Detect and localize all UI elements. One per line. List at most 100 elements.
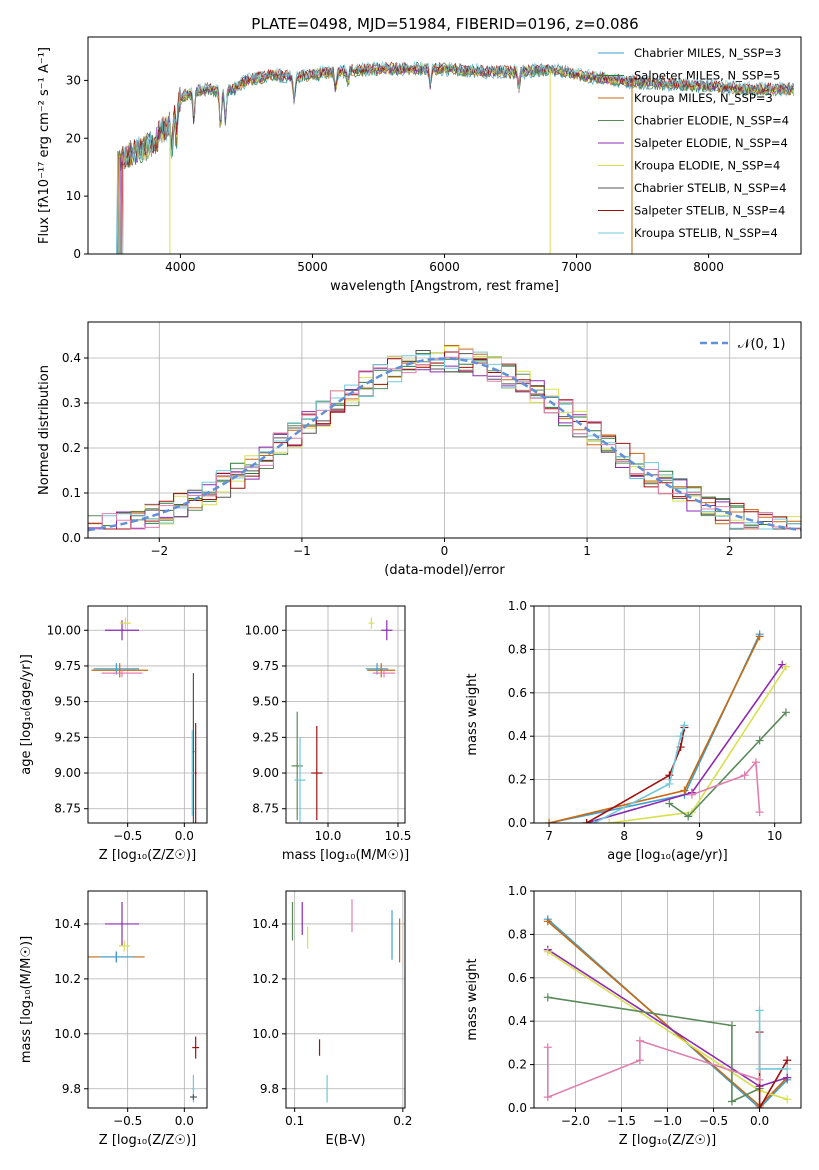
weight_vs_Z-axes: −2.0 −1.5 −1.0 −0.5 0.0 0.0 0.2 0.4 0.6 0.8 1.0 Z […	[465, 884, 802, 1148]
age_vs_mass-ytick-label: 9.50	[252, 695, 279, 709]
legend-entry: Salpeter ELODIE, N_SSP=4	[634, 136, 788, 150]
mass_vs_Z-point	[105, 901, 139, 946]
age_vs_mass-ytick-label: 8.75	[252, 802, 279, 816]
weight_vs_age-marker	[665, 799, 674, 808]
age_vs_mass-point	[381, 620, 393, 641]
weight_vs_age-marker	[740, 771, 749, 780]
weight_vs_age-marker	[545, 819, 554, 823]
age_vs_Z-ytick-label: 10.00	[47, 623, 81, 637]
age_vs_Z-ytick-label: 9.50	[54, 695, 81, 709]
residuals-panel: −2 −1 0 1 2 0.0 0.1 0.2 0.3 0.4 (data-model)/error…	[37, 321, 802, 578]
weight_vs_Z-panel: −2.0 −1.5 −1.0 −0.5 0.0 0.0 0.2 0.4 0.6 0.8 1.0 Z […	[465, 884, 802, 1148]
residual-histogram	[88, 350, 801, 530]
age_vs_mass-point	[368, 617, 375, 629]
age_vs_Z-xlabel: Z [log₁₀(Z/Z☉)]	[99, 848, 196, 863]
weight_vs_Z-marker	[543, 993, 552, 1002]
spectrum-panel: 4000 5000 6000 7000 8000 0 10 20 30 wavelength [A…	[37, 36, 802, 294]
age_vs_Z-ytick-label: 8.75	[54, 802, 81, 816]
weight_vs_age-marker	[755, 632, 764, 641]
spectrum-xtick-label: 7000	[561, 260, 592, 274]
weight_vs_Z-ytick-label: 0.6	[508, 971, 527, 985]
weight_vs_Z-marker	[727, 1097, 736, 1106]
legend-entry: Salpeter STELIB, N_SSP=4	[634, 204, 785, 218]
weight_vs_age-series-line	[593, 725, 686, 823]
gaussian-curve	[88, 357, 801, 532]
legend-entry: Kroupa ELODIE, N_SSP=4	[634, 159, 780, 173]
legend-entry: Chabrier STELIB, N_SSP=4	[634, 181, 786, 195]
residuals-ytick-label: 0.3	[62, 396, 81, 410]
age_vs_mass-point	[311, 725, 323, 821]
age_vs_Z-frame	[87, 605, 208, 824]
residuals-axes: −2 −1 0 1 2 0.0 0.1 0.2 0.3 0.4 (data-model)/error…	[37, 321, 802, 578]
age_vs_Z-point	[119, 617, 132, 629]
age_vs_mass-panel: 10.0 10.5 8.75 9.00 9.25 9.50 9.75 10.00 mass [l…	[245, 605, 411, 863]
age_vs_mass-ytick-label: 9.00	[252, 766, 279, 780]
mass_vs_ebv-frame	[285, 890, 406, 1109]
mass_vs_Z-point	[99, 951, 134, 963]
weight_vs_Z-marker	[783, 1073, 792, 1082]
weight_vs_Z-marker	[635, 1056, 644, 1065]
weight_vs_age-marker	[781, 708, 790, 717]
weight_vs_Z-ytick-label: 0.4	[508, 1014, 527, 1028]
age_vs_Z-xtick-label: −0.5	[113, 829, 142, 843]
legend-entry: Chabrier MILES, N_SSP=3	[634, 46, 781, 60]
residuals-xtick-label: −2	[150, 544, 168, 558]
residual-histogram	[88, 351, 801, 530]
weight_vs_age-ytick-label: 0.4	[508, 729, 527, 743]
mass_vs_Z-frame	[87, 890, 208, 1109]
figure-title: PLATE=0498, MJD=51984, FIBERID=0196, z=0…	[251, 15, 638, 33]
weight_vs_age-xlabel: age [log₁₀(age/yr)]	[607, 848, 728, 863]
age_vs_mass-point	[372, 668, 396, 678]
mass_vs_Z-ylabel: mass [log₁₀(M/M☉)]	[19, 936, 34, 1063]
weight_vs_Z-marker	[755, 1006, 764, 1015]
age_vs_Z-axes: −0.5 0.0 8.75 9.00 9.25 9.50 9.75 10.00 Z [log₁₀…	[19, 605, 208, 863]
weight_vs_Z-marker	[543, 1043, 552, 1052]
mass_vs_Z-xlabel: Z [log₁₀(Z/Z☉)]	[99, 1133, 196, 1148]
weight_vs_Z-marker	[755, 1104, 764, 1108]
age_vs_Z-ytick-label: 9.75	[54, 659, 81, 673]
mass_vs_ebv-ytick-label: 9.8	[260, 1082, 279, 1096]
weight_vs_age-marker	[665, 779, 674, 788]
weight_vs_age-panel: 7 8 9 10 0.0 0.2 0.4 0.6 0.8 1.0 age [log₁₀(age/yr…	[465, 599, 802, 863]
age_vs_Z-point	[91, 663, 149, 678]
age_vs_mass-point	[291, 711, 303, 821]
mass_vs_ebv-panel: 0.1 0.2 9.8 10.0 10.2 10.4 E(B-V)	[252, 890, 412, 1148]
mass_vs_Z-xtick-label: −0.5	[113, 1114, 142, 1128]
mass_vs_ebv-xtick-label: 0.2	[393, 1114, 412, 1128]
spectrum-ytick-label: 30	[66, 73, 81, 87]
age_vs_mass-xtick-label: 10.0	[315, 829, 342, 843]
weight_vs_age-xtick-label: 9	[696, 829, 704, 843]
weight_vs_Z-series-line	[758, 1032, 788, 1108]
weight_vs_age-series-line	[548, 633, 761, 823]
weight_vs_age-series-line	[668, 711, 787, 818]
age_vs_mass-point	[367, 663, 396, 678]
weight_vs_Z-marker	[783, 1095, 792, 1104]
weight_vs_age-marker	[751, 758, 760, 767]
weight_vs_Z-marker	[635, 1036, 644, 1045]
residuals-xtick-label: 0	[441, 544, 449, 558]
residuals-ytick-label: 0.1	[62, 486, 81, 500]
spectrum-axes: 4000 5000 6000 7000 8000 0 10 20 30 wavelength [A…	[37, 36, 802, 294]
mass_vs_Z-ytick-label: 10.2	[54, 972, 81, 986]
age_vs_Z-point	[101, 668, 143, 678]
weight_vs_Z-series-line	[547, 1039, 760, 1099]
age_vs_mass-point	[294, 737, 306, 823]
weight_vs_age-xtick-label: 7	[545, 829, 553, 843]
spectrum-ytick-label: 0	[73, 247, 81, 261]
weight_vs_Z-xlabel: Z [log₁₀(Z/Z☉)]	[619, 1133, 716, 1148]
weight_vs_age-marks	[545, 630, 790, 823]
weight_vs_age-ytick-label: 0.2	[508, 773, 527, 787]
spectrum-xtick-label: 4000	[165, 260, 196, 274]
weight_vs_Z-series-line	[758, 1010, 788, 1070]
age_vs_mass-xlabel: mass [log₁₀(M/M☉)]	[282, 848, 409, 863]
weight_vs_age-frame	[533, 605, 802, 824]
mass_vs_ebv-axes: 0.1 0.2 9.8 10.0 10.2 10.4 E(B-V)	[252, 890, 412, 1148]
residuals-ylabel: Normed distribution	[37, 365, 52, 495]
spectrum-xtick-label: 5000	[297, 260, 328, 274]
weight_vs_age-ytick-label: 0.6	[508, 686, 527, 700]
spectrum-series-line	[114, 60, 794, 254]
age_vs_mass-ytick-label: 9.25	[252, 730, 279, 744]
weight_vs_age-ytick-label: 0.0	[508, 816, 527, 830]
age_vs_Z-marks	[91, 617, 197, 823]
weight_vs_Z-ylabel: mass weight	[465, 958, 480, 1040]
